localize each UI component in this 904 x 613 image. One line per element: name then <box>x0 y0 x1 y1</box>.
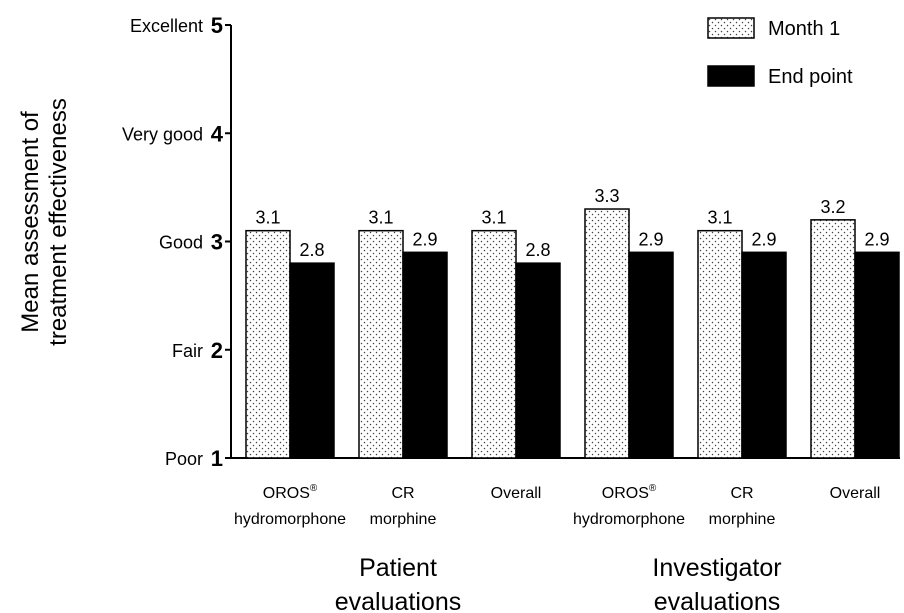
data-label: 3.3 <box>594 186 619 206</box>
data-label: 2.9 <box>751 229 776 249</box>
y-tick-value: 3 <box>211 230 223 255</box>
data-label: 3.2 <box>820 197 845 217</box>
legend-swatch <box>707 17 755 39</box>
group-label: Patient <box>359 554 437 582</box>
y-tick-label: Fair <box>172 341 203 361</box>
x-tick-label: CR <box>730 485 753 502</box>
data-label: 2.9 <box>864 229 889 249</box>
data-label: 2.8 <box>299 240 324 260</box>
y-tick-value: 5 <box>211 13 223 38</box>
x-tick-label: morphine <box>370 511 437 528</box>
data-label: 3.1 <box>368 208 393 228</box>
y-axis-title-line: treatment effectiveness <box>45 98 72 346</box>
y-axis: 1 Poor 2 Fair 3 Good 4 Very good 5 Excellent <box>122 13 900 471</box>
bar-end-point <box>515 262 561 459</box>
data-labels: 3.1 3.1 3.1 3.3 3.1 3.2 2.8 2.9 2.8 2.9 2.9 2.9 <box>255 186 889 260</box>
y-axis-title-line: Mean assessment of <box>17 111 44 333</box>
x-tick-label: CR <box>391 485 414 502</box>
bar-end-point <box>289 262 335 459</box>
legend-label: End point <box>768 66 853 88</box>
group-label: Investigator <box>652 554 781 582</box>
x-tick-label: OROS® <box>263 483 318 502</box>
data-label: 2.8 <box>525 240 550 260</box>
legend-label: Month 1 <box>768 18 840 40</box>
group-label: evaluations <box>335 588 461 613</box>
bar-month-1 <box>584 208 630 459</box>
data-label: 3.1 <box>707 208 732 228</box>
bar-end-point <box>402 251 448 459</box>
y-tick-label: Good <box>159 233 203 253</box>
x-tick-label: hydromorphone <box>573 511 685 528</box>
bar-month-1 <box>697 229 743 459</box>
y-tick-value: 4 <box>211 121 224 146</box>
bar-end-point <box>854 251 900 459</box>
bar-month-1 <box>471 229 517 459</box>
x-axis-labels: OROS® hydromorphone CR morphine Overall OROS®… <box>234 483 880 528</box>
group-labels: Patient evaluations Investigator evaluation… <box>335 554 782 613</box>
data-label: 3.1 <box>481 208 506 228</box>
legend: Month 1 End point <box>707 17 853 88</box>
x-tick-label: Overall <box>830 485 881 502</box>
y-tick-value: 2 <box>211 338 223 363</box>
bars <box>245 208 900 459</box>
y-tick-label: Poor <box>165 449 203 469</box>
x-tick-label: morphine <box>709 511 776 528</box>
bar-end-point <box>741 251 787 459</box>
bar-month-1 <box>358 229 404 459</box>
y-tick-label: Very good <box>122 124 203 144</box>
legend-swatch <box>707 65 755 87</box>
y-tick-value: 1 <box>211 446 223 471</box>
y-axis-title: Mean assessment of treatment effectivenes… <box>17 98 72 346</box>
bar-end-point <box>628 251 674 459</box>
x-tick-label: Overall <box>491 485 542 502</box>
y-tick-label: Excellent <box>130 16 203 36</box>
bar-month-1 <box>810 219 856 459</box>
data-label: 2.9 <box>412 229 437 249</box>
group-label: evaluations <box>654 588 780 613</box>
x-tick-label: hydromorphone <box>234 511 346 528</box>
data-label: 2.9 <box>638 229 663 249</box>
data-label: 3.1 <box>255 208 280 228</box>
x-tick-label: OROS® <box>602 483 657 502</box>
bar-month-1 <box>245 229 291 459</box>
